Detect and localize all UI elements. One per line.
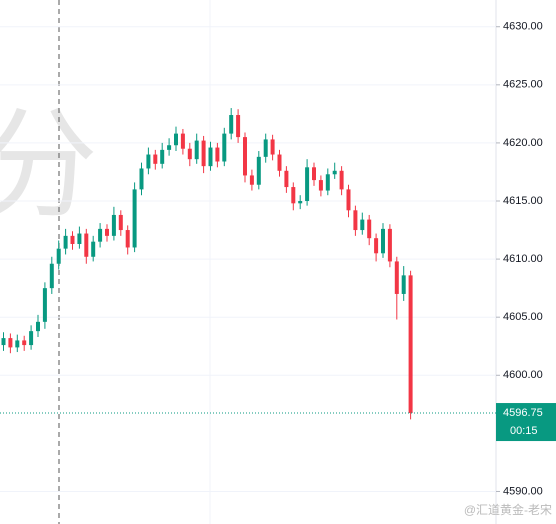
candle-body [381, 228, 385, 254]
candle-body [236, 115, 241, 138]
candle-body [318, 180, 323, 191]
candle-body [353, 210, 358, 231]
candle-body [49, 263, 54, 289]
candle-body [180, 133, 185, 149]
y-tick-label: 4620.00 [503, 137, 543, 149]
candle-body [77, 233, 82, 244]
candle-body [346, 189, 351, 211]
candle-body [42, 288, 47, 322]
countdown-label: 00:15 [510, 425, 538, 437]
candle-body [8, 338, 13, 348]
candle-body [187, 148, 192, 160]
candle-body [29, 331, 34, 346]
candle-body [84, 233, 89, 257]
candle-body [256, 156, 261, 185]
y-tick-label: 4630.00 [503, 21, 543, 33]
candle-body [98, 228, 103, 242]
y-tick-label: 4590.00 [503, 485, 543, 497]
y-tick-label: 4610.00 [503, 253, 543, 265]
candle-body [291, 187, 296, 204]
candle-body [374, 238, 379, 254]
candle-body [270, 139, 275, 155]
candle-body [118, 214, 123, 231]
candle-body [325, 174, 330, 191]
candle-body [367, 219, 372, 239]
candle-body [22, 340, 27, 346]
candle-body [284, 170, 289, 188]
candle-body [63, 235, 68, 249]
candle-body [15, 340, 20, 348]
y-tick-label: 4600.00 [503, 369, 543, 381]
candle-body [132, 189, 137, 248]
candle-body [312, 167, 316, 181]
candle-body [125, 230, 130, 248]
candle-body [194, 140, 199, 160]
last-price-box [496, 403, 556, 442]
candle-body [36, 321, 40, 332]
candle-body [263, 139, 268, 157]
candle-body [139, 168, 144, 190]
candle-body [394, 261, 399, 294]
candle-body [249, 175, 254, 185]
candle-body [243, 137, 247, 176]
y-tick-label: 4615.00 [503, 195, 543, 207]
candle-body [153, 154, 158, 164]
candle-body [146, 154, 151, 169]
candle-body [91, 241, 96, 257]
candle-body [360, 219, 365, 231]
candle-body [70, 235, 75, 244]
candle-body [222, 133, 227, 162]
watermark: 分 [0, 99, 98, 233]
candle-body [160, 149, 165, 164]
credit: @汇道黄金-老宋 [464, 502, 552, 517]
y-tick-label: 4605.00 [503, 311, 543, 323]
candle-body [201, 140, 206, 167]
candle-body [229, 115, 234, 134]
candle-body [332, 170, 337, 175]
candle-body [56, 248, 61, 264]
candle-body [105, 228, 109, 236]
last-price-label: 4596.75 [503, 407, 543, 419]
candle-body [111, 214, 116, 236]
candle-body [408, 275, 413, 414]
candle-body [277, 154, 282, 171]
candle-body [208, 147, 213, 167]
candle-body [401, 275, 406, 294]
y-tick-label: 4625.00 [503, 79, 543, 91]
candle-body [215, 147, 220, 162]
candle-body [1, 338, 6, 346]
candle-body [387, 228, 392, 262]
candle-body [167, 145, 172, 150]
candle-body [305, 167, 310, 202]
candle-body [298, 201, 303, 204]
candle-body [339, 170, 344, 190]
candle-body [174, 133, 178, 146]
